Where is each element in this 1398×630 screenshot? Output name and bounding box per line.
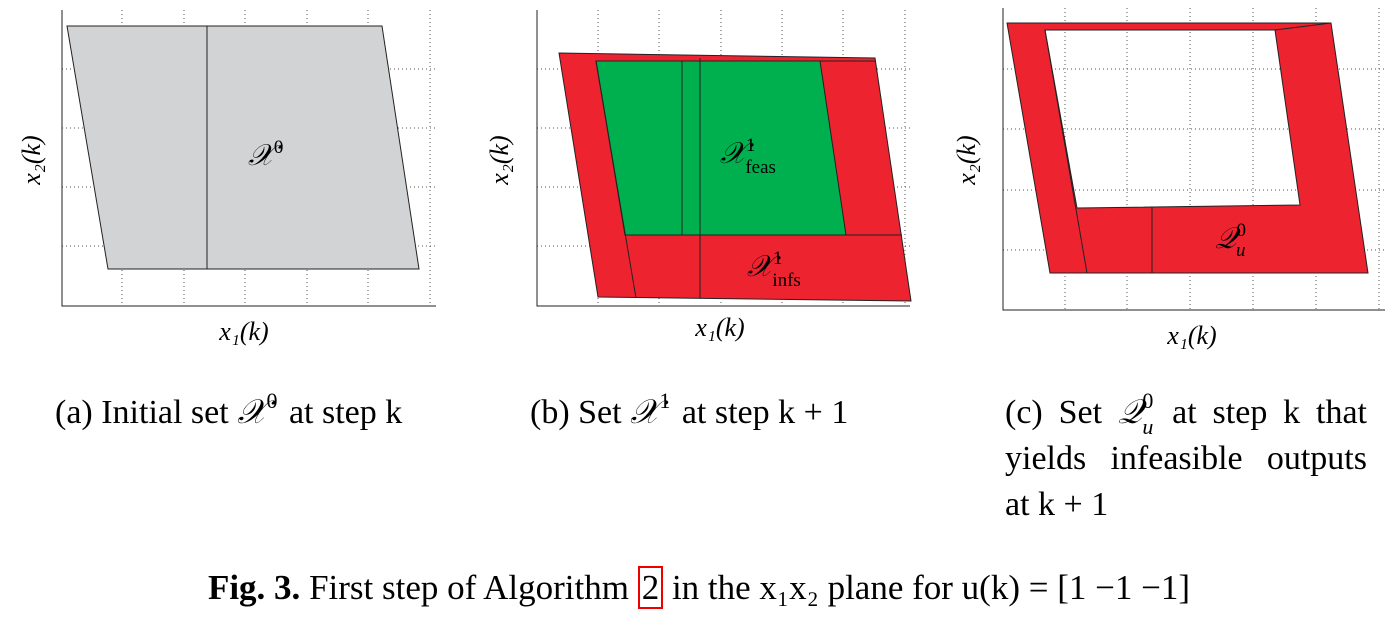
text: First step of Algorithm bbox=[309, 568, 629, 607]
region-label: 𝒬0 u bbox=[1215, 220, 1246, 261]
x-label: x₁(k) bbox=[694, 313, 744, 342]
y-label: x₂(k) bbox=[17, 135, 46, 185]
text: (c) Set bbox=[1005, 394, 1103, 431]
text: 1 bbox=[773, 248, 783, 269]
text: 𝒳 bbox=[237, 394, 267, 431]
y-label: x₂(k) bbox=[485, 135, 514, 185]
axes bbox=[1002, 8, 1385, 311]
x-label: x₁(k) bbox=[218, 317, 268, 346]
x-label: x₁(k) bbox=[1166, 321, 1216, 350]
region-label: 𝒳1 infs bbox=[747, 248, 801, 291]
text: Fig. 3. bbox=[207, 568, 301, 607]
text: at step k that yields infeasible outputs… bbox=[1005, 394, 1368, 523]
text: 1 bbox=[659, 388, 671, 413]
text: in the x₁x₂ plane for u(k) = [1 −1 −1] bbox=[671, 568, 1191, 607]
axes bbox=[536, 10, 910, 307]
region-label: 𝒳1 feas bbox=[720, 135, 776, 178]
region-label: 𝒳0 bbox=[248, 137, 283, 172]
set-region bbox=[1006, 22, 1369, 274]
text: (b) Set bbox=[530, 394, 622, 431]
y-label: x₂(k) bbox=[952, 135, 981, 185]
text: 𝒬 bbox=[1117, 394, 1143, 431]
figure-caption: Fig. 3. First step of Algorithm 2 in the… bbox=[0, 566, 1398, 609]
text: 0 bbox=[274, 137, 284, 158]
text: infs bbox=[772, 270, 801, 291]
text: (a) Initial set bbox=[55, 394, 229, 431]
text: 0 bbox=[1237, 220, 1247, 241]
text: u bbox=[1236, 240, 1246, 261]
text: at step k + 1 bbox=[681, 394, 849, 431]
axes bbox=[61, 10, 436, 307]
text: at step k bbox=[288, 394, 403, 431]
text: 0 bbox=[266, 388, 278, 413]
text: feas bbox=[745, 157, 776, 178]
text: 𝒳 bbox=[630, 394, 660, 431]
text: 1 bbox=[746, 135, 756, 156]
text: 0 bbox=[1142, 388, 1154, 413]
reference-link[interactable]: 2 bbox=[637, 566, 664, 609]
set-region bbox=[66, 25, 420, 270]
text: u bbox=[1142, 414, 1154, 439]
plots: 𝒳0 x₁(k) x₂(k) 𝒳1 feas 𝒳1 infs x₁(k) x₂(k)… bbox=[17, 8, 1385, 350]
